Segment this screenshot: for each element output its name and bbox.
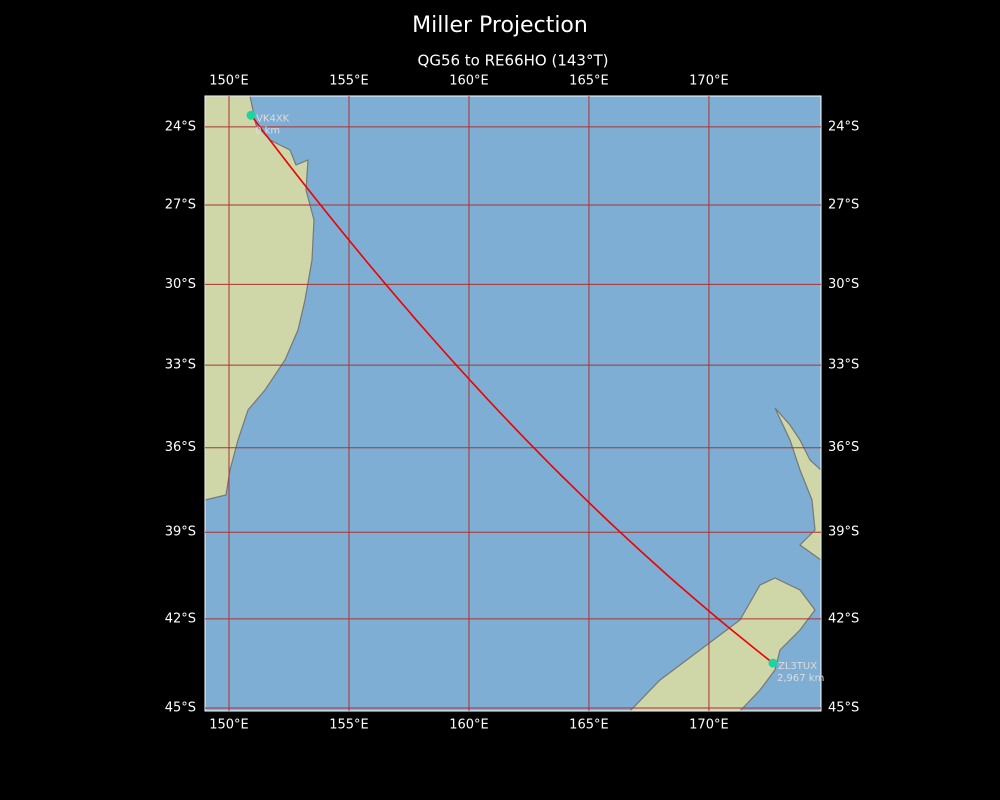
lat-label-right: 36°S bbox=[828, 440, 859, 455]
lon-label-bottom: 150°E bbox=[209, 718, 249, 733]
lat-label-right: 33°S bbox=[828, 358, 859, 373]
title: Miller Projection bbox=[412, 13, 588, 38]
lon-label-top: 160°E bbox=[449, 74, 489, 89]
australia bbox=[205, 96, 315, 501]
station-label: ZL3TUX bbox=[778, 661, 817, 672]
lat-label-left: 39°S bbox=[165, 525, 196, 540]
lon-label-bottom: 155°E bbox=[329, 718, 369, 733]
lat-label-left: 42°S bbox=[165, 611, 196, 626]
station-label: VK4XK bbox=[256, 113, 290, 124]
map-area bbox=[205, 96, 821, 711]
lon-label-bottom: 165°E bbox=[569, 718, 609, 733]
route bbox=[250, 114, 774, 664]
lat-label-right: 42°S bbox=[828, 611, 859, 626]
subtitle: QG56 to RE66HO (143°T) bbox=[418, 52, 609, 70]
station-distance: 0 km bbox=[255, 125, 280, 136]
lat-label-right: 45°S bbox=[828, 700, 859, 715]
lat-label-left: 33°S bbox=[165, 358, 196, 373]
station-marker bbox=[246, 110, 256, 120]
lon-label-top: 170°E bbox=[689, 74, 729, 89]
lat-label-left: 27°S bbox=[165, 197, 196, 212]
lon-label-bottom: 160°E bbox=[449, 718, 489, 733]
lon-label-top: 155°E bbox=[329, 74, 369, 89]
station-distance: 2,967 km bbox=[777, 673, 824, 684]
lat-label-right: 27°S bbox=[828, 197, 859, 212]
map-frame bbox=[204, 95, 822, 712]
lon-label-bottom: 170°E bbox=[689, 718, 729, 733]
lat-label-right: 39°S bbox=[828, 525, 859, 540]
new-zealand-north bbox=[774, 407, 821, 561]
lat-label-right: 30°S bbox=[828, 277, 859, 292]
lon-label-top: 150°E bbox=[209, 74, 249, 89]
station-marker bbox=[768, 658, 778, 668]
lat-label-left: 30°S bbox=[165, 277, 196, 292]
lat-label-left: 45°S bbox=[165, 700, 196, 715]
lon-label-top: 165°E bbox=[569, 74, 609, 89]
lat-label-left: 24°S bbox=[165, 119, 196, 134]
lat-label-left: 36°S bbox=[165, 440, 196, 455]
new-zealand-south bbox=[629, 577, 816, 711]
lat-label-right: 24°S bbox=[828, 119, 859, 134]
